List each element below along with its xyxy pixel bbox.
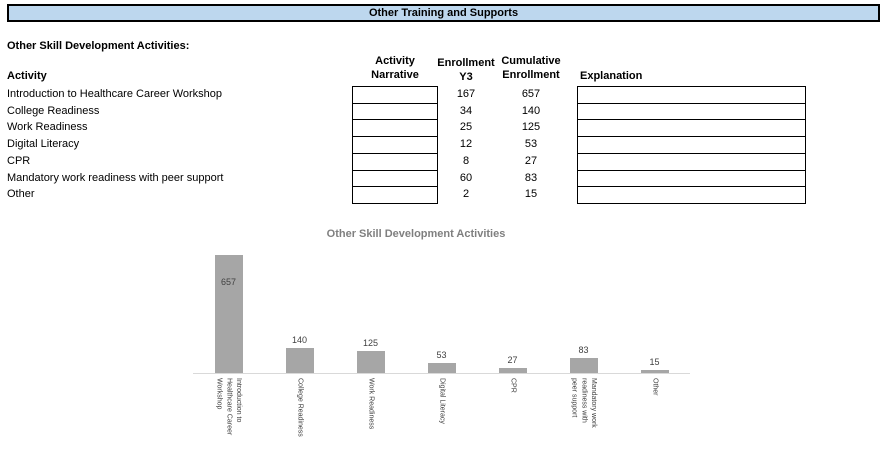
- enrollment-y3-cell: 25: [459, 121, 473, 134]
- activity-cell: Introduction to Healthcare Career Worksh…: [7, 88, 223, 100]
- activity-narrative-input[interactable]: [352, 136, 438, 154]
- enrollment-y3-cell: 60: [459, 171, 473, 184]
- explanation-input[interactable]: [577, 169, 806, 188]
- bar: [569, 358, 598, 373]
- enrollment-y3-cell: 8: [462, 154, 470, 167]
- explanation-input[interactable]: [577, 86, 806, 104]
- section-heading: Other Skill Development Activities:: [7, 40, 190, 52]
- bar-value-label: 53: [436, 350, 447, 360]
- activity-cell: Work Readiness: [7, 121, 88, 134]
- x-axis-tick: Other: [619, 378, 690, 466]
- page-title-banner: Other Training and Supports: [7, 4, 880, 22]
- x-axis-tick: CPR: [477, 378, 548, 466]
- cumulative-enrollment-cell: 125: [521, 121, 541, 134]
- activity-cell: College Readiness: [7, 104, 100, 117]
- activity-cell: Mandatory work readiness with peer suppo…: [7, 171, 224, 184]
- cumulative-enrollment-cell: 53: [524, 138, 538, 151]
- x-axis-tick: Work Readiness: [335, 378, 406, 466]
- explanation-input[interactable]: [577, 186, 806, 204]
- x-axis-line: [193, 373, 690, 374]
- cumulative-enrollment-cell: 657: [521, 88, 541, 100]
- bar-value-label: 657: [220, 277, 237, 287]
- bar: [214, 255, 243, 373]
- explanation-input[interactable]: [577, 152, 806, 171]
- cumulative-enrollment-cell: 27: [524, 154, 538, 167]
- x-axis-tick: Introduction to Healthcare Career Worksh…: [193, 378, 264, 466]
- enrollment-y3-cell: 167: [456, 88, 476, 100]
- x-axis-tick-label: Work Readiness: [367, 378, 375, 430]
- activity-cell: CPR: [7, 154, 31, 167]
- activity-narrative-input[interactable]: [352, 169, 438, 188]
- x-axis-tick-label: Introduction to Healthcare Career Worksh…: [215, 378, 243, 436]
- x-axis-tick: Mandatory work readiness with peer suppo…: [548, 378, 619, 466]
- activity-narrative-input[interactable]: [352, 102, 438, 121]
- chart-title: Other Skill Development Activities: [326, 228, 506, 240]
- bar-value-label: 140: [291, 335, 308, 345]
- x-axis-tick: Digital Literacy: [406, 378, 477, 466]
- bar: [640, 370, 669, 373]
- activity-narrative-input[interactable]: [352, 86, 438, 104]
- bar-value-label: 125: [362, 338, 379, 348]
- bar: [427, 363, 456, 373]
- enrollment-y3-cell: 34: [459, 104, 473, 117]
- column-header-explanation: Explanation: [580, 70, 643, 82]
- bar: [285, 348, 314, 373]
- cumulative-enrollment-cell: 140: [521, 104, 541, 117]
- bar-value-label: 27: [507, 355, 518, 365]
- activity-narrative-input[interactable]: [352, 186, 438, 204]
- x-axis-tick-label: Digital Literacy: [438, 378, 446, 424]
- column-header-activity-narrative: Activity Narrative: [371, 55, 419, 81]
- enrollment-y3-cell: 2: [462, 188, 470, 201]
- column-header-cumulative-enrollment: Cumulative Enrollment: [501, 55, 561, 81]
- x-axis-tick-label: Mandatory work readiness with peer suppo…: [570, 378, 598, 428]
- activity-cell: Digital Literacy: [7, 138, 80, 151]
- explanation-input[interactable]: [577, 119, 806, 138]
- page-title: Other Training and Supports: [368, 7, 519, 19]
- bar-value-label: 15: [649, 357, 660, 367]
- enrollment-y3-cell: 12: [459, 138, 473, 151]
- bar: [498, 368, 527, 373]
- activity-narrative-input[interactable]: [352, 152, 438, 171]
- column-header-activity: Activity: [7, 70, 47, 82]
- bar-value-label: 83: [578, 345, 589, 355]
- explanation-input[interactable]: [577, 136, 806, 154]
- x-axis-tick-label: College Readiness: [296, 378, 304, 437]
- column-header-enrollment-y3: Enrollment Y3: [437, 57, 495, 83]
- x-axis-tick-label: CPR: [509, 378, 517, 393]
- bar: [356, 351, 385, 373]
- cumulative-enrollment-cell: 83: [524, 171, 538, 184]
- explanation-input[interactable]: [577, 102, 806, 121]
- cumulative-enrollment-cell: 15: [524, 188, 538, 201]
- x-axis-tick-label: Other: [651, 378, 659, 396]
- activity-narrative-input[interactable]: [352, 119, 438, 138]
- x-axis-tick: College Readiness: [264, 378, 335, 466]
- activity-cell: Other: [7, 188, 35, 201]
- skill-development-bar-chart: Other Skill Development Activities 657 In…: [130, 220, 702, 466]
